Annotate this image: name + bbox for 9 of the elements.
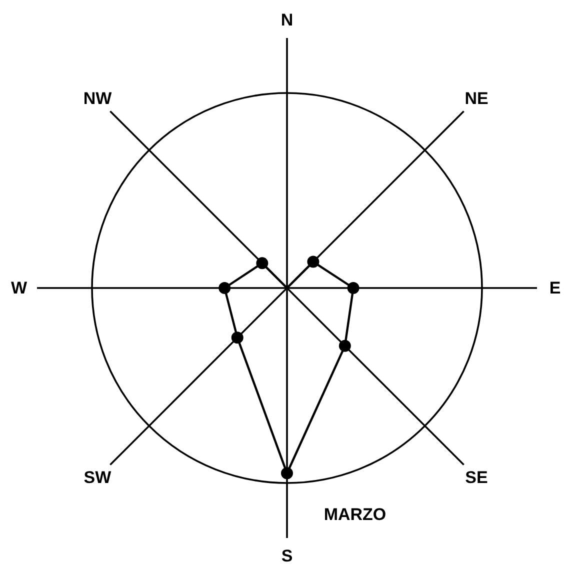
spoke-label: NE xyxy=(464,88,488,108)
spoke-label: SW xyxy=(84,468,112,488)
spoke-label: NW xyxy=(83,88,113,108)
spoke-label: E xyxy=(549,278,561,298)
spoke-label: N xyxy=(280,10,294,30)
spoke-label: S xyxy=(281,546,293,566)
spoke-label: SE xyxy=(465,468,488,488)
spoke-label: W xyxy=(10,278,28,298)
text: MARZO xyxy=(324,505,386,524)
